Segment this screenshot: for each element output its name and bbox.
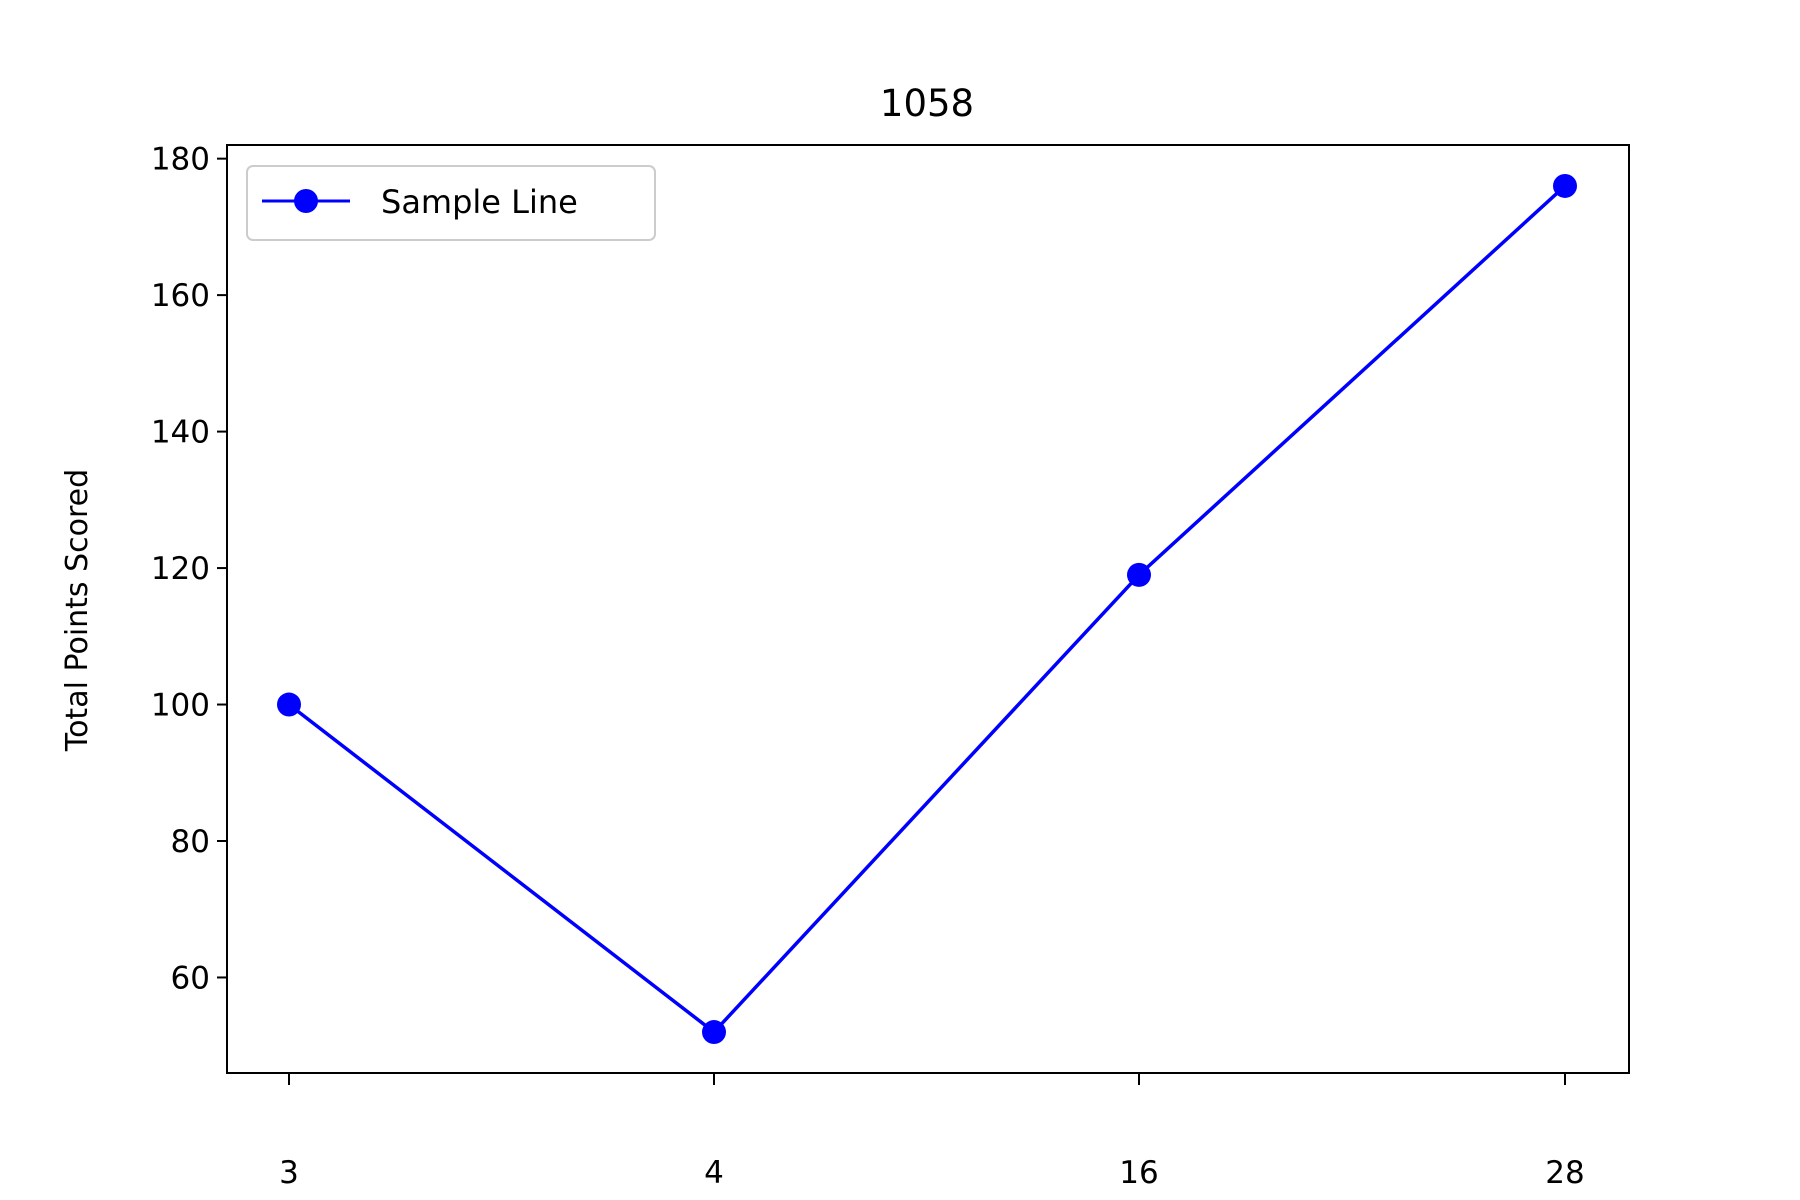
y-tick-label: 80 — [171, 824, 210, 860]
legend-label: Sample Line — [381, 183, 578, 221]
legend: Sample Line — [246, 165, 656, 241]
y-tick-label: 180 — [151, 142, 210, 178]
y-tick-label: 120 — [151, 551, 210, 587]
y-tick-label: 140 — [151, 415, 210, 451]
x-tick-label: 16 — [1119, 1155, 1158, 1191]
plot-frame — [226, 144, 1630, 1074]
data-point — [277, 692, 301, 717]
y-axis-label: Total Points Scored — [60, 469, 95, 752]
x-tick-label: 28 — [1545, 1155, 1584, 1191]
data-point — [1553, 173, 1577, 198]
y-tick-label: 100 — [151, 688, 210, 724]
x-tick-label: 3 — [279, 1155, 299, 1191]
data-point — [1127, 562, 1151, 587]
y-axis-ticks: 60 80 100 120 140 160 180 — [151, 142, 227, 996]
chart-title: 1058 — [880, 82, 974, 125]
legend-box — [246, 165, 656, 241]
x-axis-ticks: 3 4 16 28 — [279, 1073, 1585, 1191]
x-tick-label: 4 — [704, 1155, 724, 1191]
data-point — [702, 1020, 726, 1045]
series-layer — [277, 173, 1577, 1045]
legend-marker-swatch — [294, 189, 318, 213]
y-tick-label: 160 — [151, 278, 210, 314]
y-tick-label: 60 — [171, 960, 210, 996]
series-line — [287, 184, 1567, 1034]
